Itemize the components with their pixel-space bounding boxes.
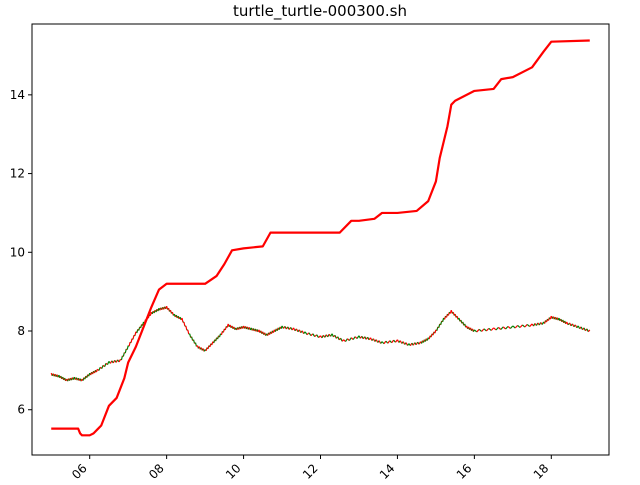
y-tick-label: 14 bbox=[10, 88, 25, 102]
y-tick-label: 10 bbox=[10, 245, 25, 259]
chart-title: turtle_turtle-000300.sh bbox=[233, 2, 407, 21]
y-tick-label: 8 bbox=[17, 324, 25, 338]
y-tick-label: 12 bbox=[10, 167, 25, 181]
y-tick-label: 6 bbox=[17, 403, 25, 417]
